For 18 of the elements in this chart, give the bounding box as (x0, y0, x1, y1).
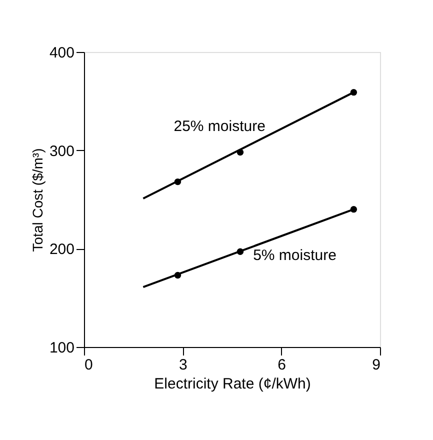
y-tick-label: 200 (49, 241, 74, 258)
point (350, 88, 358, 96)
point (236, 248, 244, 255)
series-label: 25% moisture (174, 118, 266, 135)
y-tick-label: 300 (49, 142, 74, 160)
y-axis-title: Total Cost ($/m³) (29, 148, 46, 252)
x-axis-title: Electricity Rate (¢/kWh) (154, 376, 311, 392)
y-tick-label: 400 (49, 44, 74, 62)
x-tick-label: 9 (372, 356, 380, 374)
point (236, 148, 244, 156)
point (174, 178, 182, 186)
point (174, 272, 182, 279)
x-tick-label: 3 (178, 356, 188, 374)
series-label: 5% moisture (253, 247, 336, 264)
y-tick-label: 100 (49, 340, 74, 356)
x-tick-label: 6 (278, 356, 286, 374)
point (350, 206, 358, 213)
x-tick-label: 0 (84, 356, 93, 374)
